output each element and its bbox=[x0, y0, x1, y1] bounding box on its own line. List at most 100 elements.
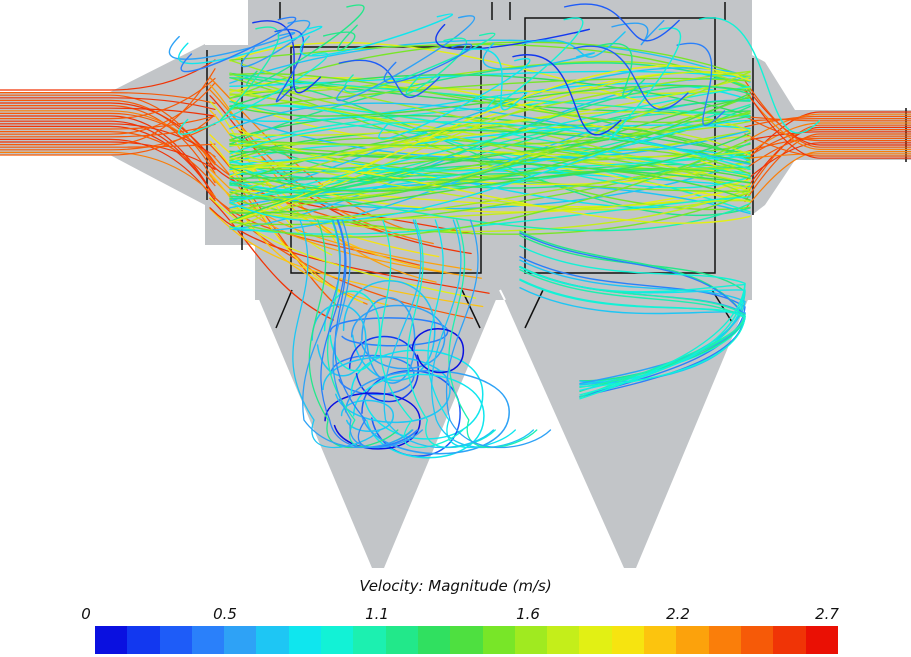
color-bar-cell bbox=[191, 626, 225, 654]
streamline bbox=[744, 151, 911, 211]
streamline bbox=[322, 24, 358, 51]
streamline bbox=[411, 328, 465, 374]
streamline bbox=[332, 219, 423, 449]
color-bar-cell bbox=[159, 626, 192, 654]
streamline bbox=[229, 121, 751, 170]
legend-tick-0: 0 bbox=[81, 605, 91, 623]
color-bar-cell bbox=[385, 626, 418, 654]
streamline bbox=[744, 153, 911, 160]
hopper-left bbox=[255, 290, 500, 568]
color-bar-cell bbox=[579, 626, 612, 654]
color-bar-cell bbox=[482, 626, 515, 654]
streamline bbox=[744, 133, 911, 203]
streamline bbox=[0, 82, 216, 135]
streamline bbox=[229, 147, 751, 175]
streamline bbox=[519, 278, 746, 388]
streamline bbox=[0, 97, 216, 110]
streamline bbox=[209, 196, 477, 299]
streamline bbox=[596, 43, 646, 98]
streamline bbox=[512, 54, 622, 136]
streamline bbox=[229, 70, 751, 196]
streamline bbox=[229, 77, 751, 110]
streamline bbox=[229, 168, 751, 214]
streamline bbox=[329, 317, 449, 347]
streamline bbox=[229, 167, 751, 218]
streamline bbox=[209, 168, 472, 271]
streamline bbox=[744, 135, 911, 170]
streamline bbox=[0, 122, 216, 151]
streamline bbox=[229, 119, 751, 222]
legend-tick-3: 1.6 bbox=[516, 605, 540, 623]
legend-tick-5: 2.7 bbox=[815, 605, 839, 623]
streamline bbox=[676, 42, 726, 127]
streamline bbox=[229, 196, 751, 235]
streamline bbox=[383, 43, 472, 84]
legend-tick-4: 2.2 bbox=[666, 605, 690, 623]
legend-title: Velocity: Magnitude (m/s) bbox=[359, 577, 552, 595]
streamline bbox=[338, 59, 441, 99]
streamline bbox=[0, 77, 216, 120]
streamline bbox=[229, 87, 751, 148]
streamline bbox=[445, 219, 552, 449]
streamline bbox=[744, 88, 911, 159]
color-bar-cell bbox=[127, 626, 160, 654]
streamline bbox=[229, 110, 751, 147]
color-bar-cell bbox=[708, 626, 741, 654]
streamline bbox=[744, 84, 911, 146]
streamline bbox=[0, 68, 216, 146]
legend-tick-2: 1.1 bbox=[365, 605, 389, 623]
streamline bbox=[299, 13, 454, 57]
streamline bbox=[229, 142, 751, 201]
streamline bbox=[563, 3, 680, 42]
streamline bbox=[229, 191, 751, 235]
streamline bbox=[0, 141, 216, 170]
streamline bbox=[229, 84, 751, 117]
streamline bbox=[0, 151, 216, 197]
streamline bbox=[229, 155, 751, 172]
color-bar-cell bbox=[353, 626, 386, 654]
streamline bbox=[519, 256, 746, 398]
streamline bbox=[220, 26, 280, 121]
streamline bbox=[435, 23, 591, 50]
streamline bbox=[0, 92, 216, 104]
streamline bbox=[345, 370, 510, 455]
color-bar-cell bbox=[644, 626, 677, 654]
streamline bbox=[323, 290, 381, 372]
color-bar bbox=[95, 626, 838, 654]
color-bar-cell bbox=[740, 626, 774, 654]
streamline bbox=[320, 219, 418, 449]
streamline bbox=[229, 71, 751, 201]
streamlines bbox=[0, 3, 911, 459]
streamline bbox=[378, 58, 531, 140]
streamline bbox=[209, 207, 490, 294]
outlet-duct bbox=[752, 55, 911, 215]
streamline bbox=[0, 59, 216, 91]
color-bar-cell bbox=[611, 626, 645, 654]
streamline bbox=[180, 16, 297, 73]
streamline bbox=[698, 17, 821, 134]
streamline bbox=[744, 133, 911, 157]
streamline bbox=[519, 245, 746, 400]
streamline bbox=[744, 142, 911, 182]
streamline bbox=[0, 123, 216, 138]
streamline bbox=[322, 356, 451, 424]
color-bar-cell bbox=[321, 626, 354, 654]
streamline bbox=[168, 32, 296, 60]
streamline bbox=[229, 97, 751, 203]
streamline bbox=[352, 373, 485, 459]
color-bar-cell bbox=[450, 626, 483, 654]
streamline bbox=[0, 123, 216, 158]
streamline bbox=[178, 25, 323, 65]
color-bar-cell bbox=[676, 626, 709, 654]
streamline bbox=[229, 187, 751, 233]
color-bar-cell bbox=[95, 626, 128, 654]
streamline bbox=[609, 27, 682, 140]
streamline bbox=[744, 126, 911, 192]
streamline bbox=[229, 125, 751, 168]
streamline bbox=[229, 104, 751, 189]
streamline bbox=[302, 219, 414, 449]
legend-tick-1: 0.5 bbox=[213, 605, 237, 623]
streamline bbox=[334, 219, 419, 449]
color-bar-cell bbox=[514, 626, 548, 654]
